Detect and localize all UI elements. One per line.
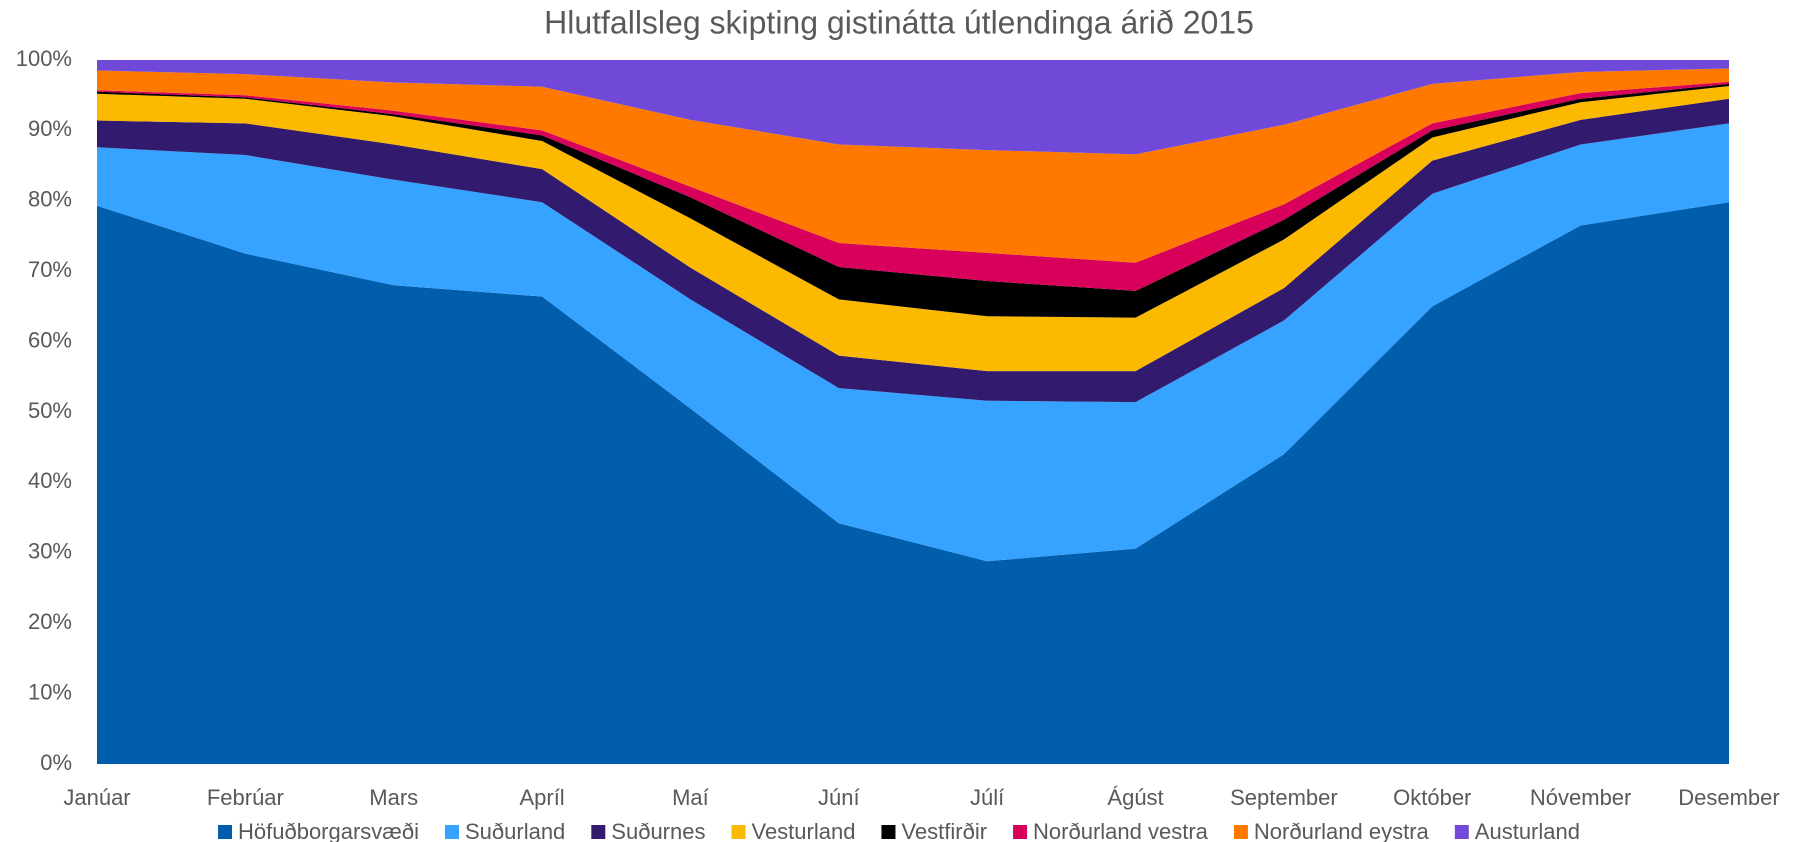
legend-swatch [731,825,746,839]
legend-swatch [1454,825,1469,839]
legend-label: Norðurland eystra [1254,819,1430,842]
x-tick-label: Júní [818,785,860,810]
legend-swatch [1013,825,1028,839]
y-tick-label: 70% [28,257,72,282]
chart-title: Hlutfallsleg skipting gistinátta útlendi… [544,4,1254,40]
area [97,68,1729,263]
area [97,60,1729,155]
x-tick-label: Nóvember [1530,785,1631,810]
y-tick-label: 100% [16,46,72,71]
y-tick-label: 90% [28,116,72,141]
area [97,202,1729,764]
x-tick-label: September [1230,785,1338,810]
legend-label: Höfuðborgarsvæði [238,819,419,842]
y-tick-label: 40% [28,468,72,493]
legend-swatch [1233,825,1248,839]
x-tick-label: Október [1393,785,1471,810]
legend-label: Norðurland vestra [1033,819,1209,842]
legend-swatch [218,825,233,839]
x-tick-label: Maí [672,785,709,810]
x-tick-label: Mars [369,785,418,810]
area [97,81,1729,291]
legend-label: Vesturland [751,819,855,842]
x-tick-label: Ágúst [1107,785,1163,810]
y-tick-label: 0% [40,750,72,775]
x-tick-label: Júlí [970,785,1004,810]
area [97,98,1729,403]
y-tick-label: 60% [28,327,72,352]
y-tick-label: 10% [28,679,72,704]
legend-label: Suðurland [465,819,565,842]
legend-swatch [881,825,896,839]
legend-swatch [591,825,606,839]
y-tick-label: 80% [28,187,72,212]
legend-label: Vestfirðir [901,819,987,842]
x-tick-label: Janúar [63,785,130,810]
y-tick-label: 30% [28,539,72,564]
y-tick-label: 20% [28,609,72,634]
legend-label: Austurland [1475,819,1580,842]
legend-swatch [444,825,459,839]
area [97,123,1729,562]
x-tick-label: Febrúar [207,785,284,810]
x-tick-label: Apríl [519,785,564,810]
y-tick-label: 50% [28,398,72,423]
legend-label: Suðurnes [611,819,705,842]
area [97,86,1729,372]
x-tick-label: Desember [1678,785,1779,810]
